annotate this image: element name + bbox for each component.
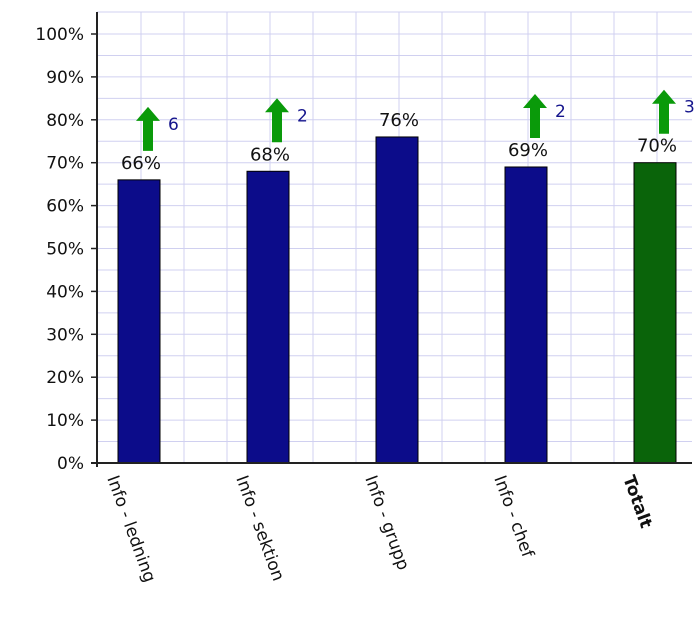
bar-5 bbox=[633, 162, 677, 464]
x-tick-label: Info - ledning bbox=[102, 473, 159, 585]
up-arrow-icon bbox=[136, 106, 160, 151]
change-value-label: 2 bbox=[555, 102, 566, 122]
y-tick-label: 60% bbox=[46, 197, 84, 217]
y-tick-label: 10% bbox=[46, 411, 84, 431]
y-tick-label: 30% bbox=[46, 325, 84, 345]
bar-value-label: 76% bbox=[379, 110, 419, 131]
y-tick-label: 70% bbox=[46, 154, 84, 174]
change-value-label: 3 bbox=[684, 98, 694, 118]
bar-1 bbox=[117, 179, 161, 464]
bar-value-label: 70% bbox=[637, 136, 677, 157]
bar-2 bbox=[246, 170, 290, 464]
bar-value-label: 68% bbox=[250, 144, 290, 165]
bar-3 bbox=[375, 136, 419, 464]
y-tick-label: 50% bbox=[46, 240, 84, 260]
y-tick-label: 80% bbox=[46, 111, 84, 131]
x-tick-label: Info - grupp bbox=[360, 473, 413, 573]
up-arrow-icon bbox=[265, 98, 289, 143]
bars-group bbox=[117, 136, 677, 464]
x-tick-label: Totalt bbox=[618, 473, 655, 531]
y-tick-label: 90% bbox=[46, 68, 84, 88]
change-value-label: 6 bbox=[168, 115, 179, 135]
bar-4 bbox=[504, 166, 548, 464]
bar-value-label: 69% bbox=[508, 140, 548, 161]
up-arrow-icon bbox=[523, 93, 547, 138]
y-tick-label: 40% bbox=[46, 282, 84, 302]
axes bbox=[91, 12, 692, 467]
change-value-label: 2 bbox=[297, 106, 308, 126]
y-tick-label: 20% bbox=[46, 368, 84, 388]
up-arrow-icon bbox=[652, 89, 676, 134]
x-tick-label: Info - chef bbox=[489, 473, 537, 561]
x-tick-label: Info - sektion bbox=[231, 473, 288, 584]
y-tick-label: 100% bbox=[35, 25, 84, 45]
bar-value-label: 66% bbox=[121, 153, 161, 174]
y-tick-label: 0% bbox=[57, 454, 84, 474]
